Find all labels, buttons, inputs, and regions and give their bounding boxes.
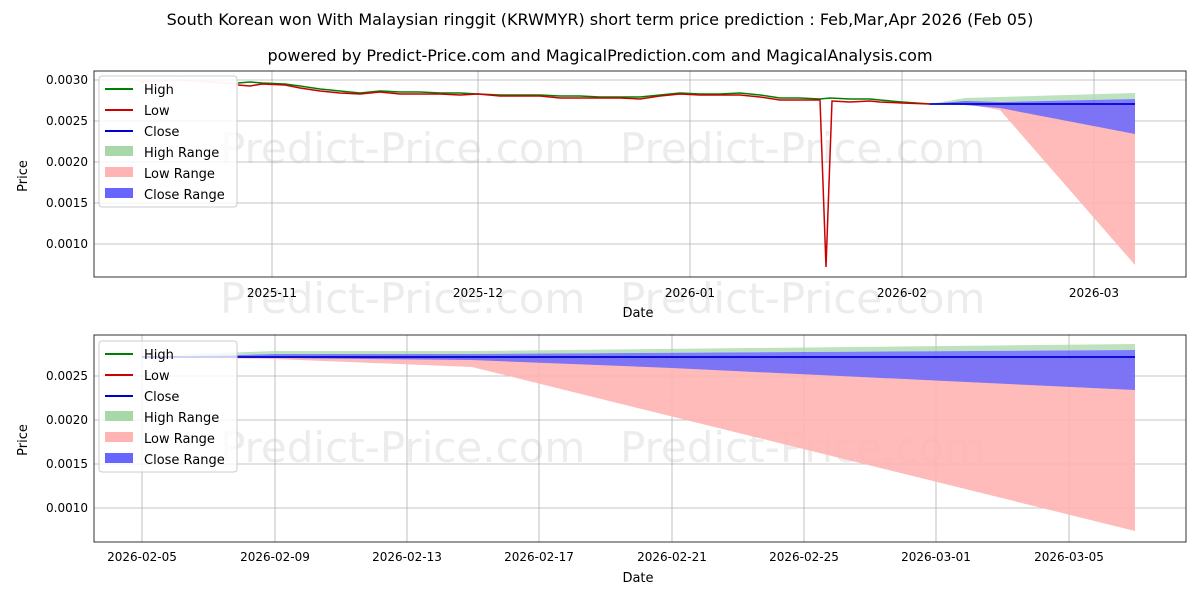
low-range-area — [142, 357, 1135, 531]
close-range-area — [142, 350, 1135, 390]
watermark: Predict-Price.com — [220, 274, 585, 323]
svg-text:0.0030: 0.0030 — [46, 73, 88, 87]
svg-text:2026-01: 2026-01 — [665, 286, 715, 300]
high-range-area — [930, 93, 1135, 104]
watermark: Predict-Price.com — [220, 124, 585, 173]
y-axis-label: Price — [16, 160, 31, 192]
x-axis-label: Date — [622, 306, 653, 321]
svg-text:2025-12: 2025-12 — [453, 286, 503, 300]
svg-text:2026-02-21: 2026-02-21 — [637, 550, 707, 564]
y-axis-ticks: 0.0030 0.0025 0.0020 0.0015 0.0010 — [46, 73, 88, 251]
y-axis-ticks: 0.0025 0.0020 0.0015 0.0010 — [46, 369, 88, 515]
low-range-area — [930, 104, 1135, 265]
svg-text:2025-11: 2025-11 — [247, 286, 297, 300]
svg-text:High Range: High Range — [144, 411, 219, 426]
svg-text:2026-02-25: 2026-02-25 — [769, 550, 839, 564]
watermark: Predict-Price.com — [620, 274, 985, 323]
watermark: Predict-Price.com — [620, 124, 985, 173]
svg-text:0.0020: 0.0020 — [46, 155, 88, 169]
svg-text:2026-02-13: 2026-02-13 — [372, 550, 442, 564]
x-axis-ticks: 2025-11 2025-12 2026-01 2026-02 2026-03 — [247, 286, 1119, 300]
svg-text:0.0015: 0.0015 — [46, 457, 88, 471]
svg-text:Low Range: Low Range — [144, 432, 215, 447]
svg-text:Close Range: Close Range — [144, 188, 225, 203]
svg-text:High: High — [144, 348, 174, 363]
top-chart: Predict-Price.com Predict-Price.com Pred… — [16, 70, 1187, 323]
bottom-chart: Predict-Price.com Predict-Price.com 0.00… — [16, 334, 1187, 586]
close-range-area — [930, 99, 1135, 134]
svg-text:2026-02-17: 2026-02-17 — [504, 550, 574, 564]
svg-text:High Range: High Range — [144, 146, 219, 161]
svg-text:High: High — [144, 83, 174, 98]
svg-text:0.0025: 0.0025 — [46, 369, 88, 383]
chart-title: South Korean won With Malaysian ringgit … — [166, 10, 1034, 29]
high-range-area — [142, 344, 1135, 356]
high-line — [237, 81, 931, 105]
svg-text:2026-02: 2026-02 — [877, 286, 927, 300]
svg-text:Low: Low — [144, 369, 170, 384]
low-line — [237, 83, 931, 268]
svg-text:Close: Close — [144, 390, 179, 405]
svg-text:0.0010: 0.0010 — [46, 237, 88, 251]
svg-text:2026-03-05: 2026-03-05 — [1034, 550, 1104, 564]
chart-subtitle: powered by Predict-Price.com and Magical… — [267, 46, 933, 65]
plot-frame — [93, 70, 1187, 278]
svg-text:0.0015: 0.0015 — [46, 196, 88, 210]
svg-text:Low: Low — [144, 104, 170, 119]
svg-text:0.0020: 0.0020 — [46, 413, 88, 427]
svg-text:Close: Close — [144, 125, 179, 140]
x-axis-label: Date — [622, 571, 653, 586]
svg-text:2026-02-09: 2026-02-09 — [240, 550, 310, 564]
legend: High Low Close High Range Low Range Clos… — [98, 340, 238, 473]
plot-frame — [93, 334, 1187, 543]
svg-text:2026-03-01: 2026-03-01 — [901, 550, 971, 564]
svg-text:Close Range: Close Range — [144, 453, 225, 468]
svg-text:2026-02-05: 2026-02-05 — [107, 550, 177, 564]
legend: High Low Close High Range Low Range Clos… — [98, 75, 238, 208]
svg-text:2026-03: 2026-03 — [1069, 286, 1119, 300]
svg-text:0.0010: 0.0010 — [46, 501, 88, 515]
y-axis-label: Price — [16, 424, 31, 456]
svg-text:Low Range: Low Range — [144, 167, 215, 182]
x-axis-ticks: 2026-02-05 2026-02-09 2026-02-13 2026-02… — [107, 550, 1104, 564]
svg-text:0.0025: 0.0025 — [46, 114, 88, 128]
